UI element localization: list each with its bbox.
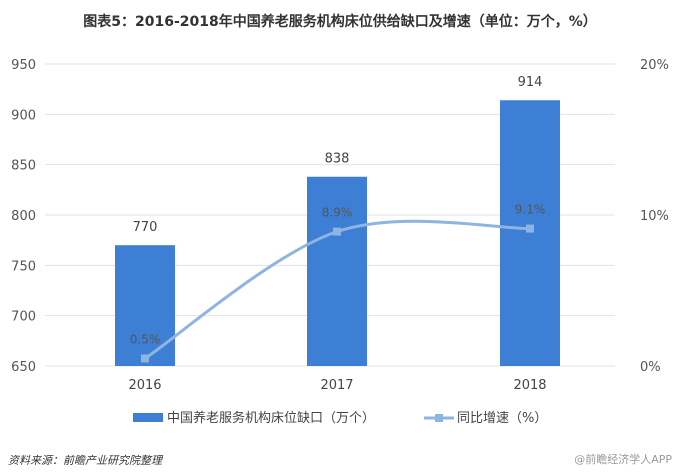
left-axis-tick: 650 bbox=[11, 360, 36, 375]
bar-data-label: 770 bbox=[133, 220, 158, 235]
bar bbox=[500, 100, 560, 367]
line-marker bbox=[141, 354, 149, 363]
left-axis-tick: 900 bbox=[11, 108, 36, 123]
right-axis-tick: 0% bbox=[640, 360, 661, 375]
right-axis-tick: 20% bbox=[640, 58, 669, 73]
line-marker bbox=[526, 224, 534, 233]
legend-line-label: 同比增速（%） bbox=[457, 411, 547, 426]
left-axis-tick: 750 bbox=[11, 259, 36, 274]
legend-line-marker bbox=[435, 414, 443, 422]
x-axis-tick: 2018 bbox=[513, 378, 546, 393]
line-marker bbox=[333, 227, 341, 236]
left-axis-tick: 800 bbox=[11, 209, 36, 224]
x-axis-tick: 2016 bbox=[128, 378, 161, 393]
bar-data-label: 838 bbox=[325, 152, 350, 167]
source-note: 资料来源：前瞻产业研究院整理 bbox=[8, 454, 162, 467]
x-axis-tick: 2017 bbox=[320, 378, 353, 393]
left-axis-tick: 700 bbox=[11, 310, 36, 325]
line-data-label: 8.9% bbox=[322, 206, 353, 220]
line-data-label: 9.1% bbox=[515, 203, 546, 217]
line-data-label: 0.5% bbox=[130, 332, 161, 346]
right-axis-tick: 10% bbox=[640, 209, 669, 224]
left-axis-tick: 950 bbox=[11, 58, 36, 73]
bar bbox=[115, 245, 175, 366]
bar-data-label: 914 bbox=[518, 75, 543, 90]
legend-bar-swatch bbox=[133, 413, 163, 422]
bar bbox=[307, 176, 367, 366]
legend-bar-label: 中国养老服务机构床位缺口（万个） bbox=[167, 410, 375, 426]
chart-title: 图表5：2016-2018年中国养老服务机构床位供给缺口及增速（单位：万个，%） bbox=[83, 14, 597, 30]
watermark: @前瞻经济学人APP bbox=[574, 453, 672, 466]
left-axis-tick: 850 bbox=[11, 159, 36, 174]
